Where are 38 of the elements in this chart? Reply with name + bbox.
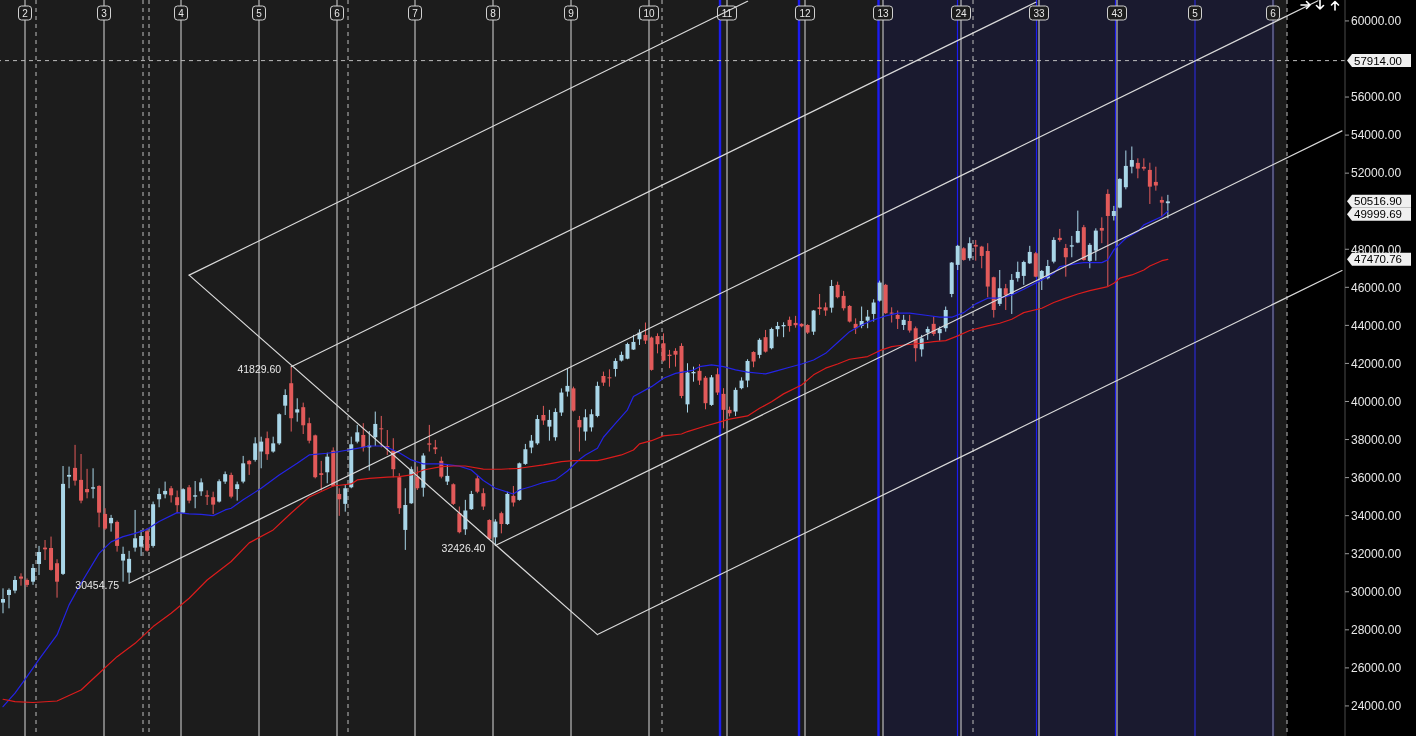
text: 50516.90 — [1354, 195, 1402, 208]
y-tick-label: 38000.00 — [1351, 432, 1402, 447]
y-tick-label: 30000.00 — [1351, 585, 1402, 600]
annotation: 12 — [799, 7, 811, 19]
annotation: 6 — [334, 7, 341, 19]
text: 49999.69 — [1354, 208, 1402, 221]
y-tick-label: 32000.00 — [1351, 546, 1402, 561]
y-tick-label: 26000.00 — [1351, 661, 1402, 676]
annotation: 4 — [178, 7, 185, 19]
annotation: 6 — [1270, 7, 1277, 19]
annotation: 43 — [1111, 7, 1123, 19]
annotation: 13 — [877, 7, 889, 19]
y-tick-label: 40000.00 — [1351, 394, 1402, 409]
annotation: 2 — [22, 7, 29, 19]
annotation: 5 — [1192, 7, 1199, 19]
y-tick-label: 36000.00 — [1351, 470, 1402, 485]
ref-line-label: 57914.00 — [1354, 54, 1402, 67]
annotation: 3 — [101, 7, 108, 19]
y-tick-label: 24000.00 — [1351, 699, 1402, 714]
annotation: 9 — [568, 7, 575, 19]
y-tick-label: 46000.00 — [1351, 280, 1402, 295]
annotation: 5 — [256, 7, 263, 19]
annotation: 33 — [1033, 7, 1045, 19]
annotation: 41829.60 — [237, 362, 282, 375]
y-tick-label: 42000.00 — [1351, 356, 1402, 371]
y-tick-label: 60000.00 — [1351, 14, 1402, 29]
y-tick-label: 28000.00 — [1351, 623, 1402, 638]
annotation: 10 — [643, 7, 655, 19]
y-tick-label: 34000.00 — [1351, 508, 1402, 523]
text: 47470.76 — [1354, 253, 1402, 266]
annotation: 32426.40 — [441, 541, 486, 554]
annotation: 24 — [955, 7, 967, 19]
y-tick-label: 54000.00 — [1351, 128, 1402, 143]
y-tick-label: 52000.00 — [1351, 166, 1402, 181]
y-tick-label: 56000.00 — [1351, 90, 1402, 105]
annotation: 7 — [412, 7, 419, 19]
annotation: 8 — [490, 7, 497, 19]
y-tick-label: 44000.00 — [1351, 318, 1402, 333]
